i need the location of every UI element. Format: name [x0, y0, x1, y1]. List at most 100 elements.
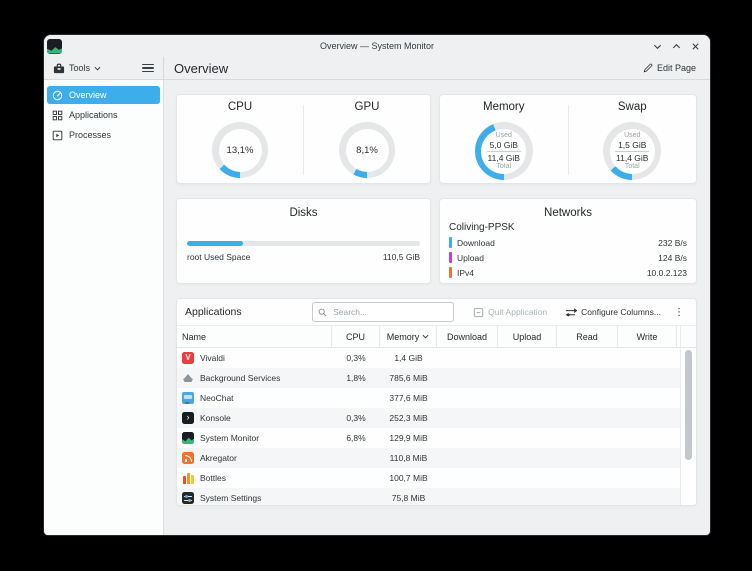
sidebar-item-processes[interactable]: Processes — [47, 126, 160, 144]
toolbox-icon — [53, 63, 65, 74]
memory-cell: 75,8 MiB — [391, 493, 426, 503]
column-header-memory[interactable]: Memory — [380, 326, 437, 347]
memory-cell: 252,3 MiB — [389, 413, 428, 423]
memory-total: 11,4 GiB — [487, 152, 520, 163]
divider — [303, 105, 304, 175]
fraction-divider — [486, 150, 521, 152]
swap-ring: Used 1,5 GiB 11,4 GiB Total — [603, 122, 662, 180]
read-cell — [557, 368, 618, 388]
tools-label: Tools — [69, 63, 91, 73]
grid-icon — [52, 110, 63, 120]
app-icon — [182, 372, 194, 384]
memory-used: 5,0 GiB — [489, 139, 518, 150]
sidebar-item-label: Processes — [69, 130, 112, 140]
table-row[interactable]: Background Services 1,8% 785,6 MiB — [177, 368, 680, 388]
column-header-upload[interactable]: Upload — [498, 326, 557, 347]
used-label: Used — [495, 131, 512, 139]
table-header: Name CPU Memory Download Upload Read Wri… — [177, 325, 680, 348]
configure-columns-label: Configure Columns... — [581, 307, 661, 317]
memory-cell: 129,9 MiB — [389, 433, 428, 443]
download-cell — [437, 488, 498, 505]
app-name: Bottles — [200, 473, 226, 483]
upload-cell — [498, 348, 557, 368]
upload-color-bar — [449, 252, 452, 263]
upload-cell — [498, 368, 557, 388]
table-row[interactable]: NeoChat 377,6 MiB — [177, 388, 680, 408]
column-header-write[interactable]: Write — [618, 326, 677, 347]
write-cell — [618, 368, 677, 388]
overflow-menu-button[interactable]: ⋮ — [674, 306, 684, 318]
cpu-cell: 6,8% — [346, 433, 366, 443]
cpu-cell: 0,3% — [346, 353, 366, 363]
app-icon — [182, 412, 194, 424]
sort-descending-icon — [422, 334, 429, 339]
app-name: NeoChat — [200, 393, 234, 403]
memory-ring: Used 5,0 GiB 11,4 GiB Total — [474, 122, 533, 180]
table-row[interactable]: Konsole 0,3% 252,3 MiB — [177, 408, 680, 428]
memory-cell: 100,7 MiB — [389, 473, 428, 483]
disks-title: Disks — [289, 207, 318, 219]
maximize-button[interactable] — [670, 40, 682, 52]
close-button[interactable] — [689, 40, 701, 52]
sidebar-item-label: Overview — [69, 90, 107, 100]
cpu-cell — [332, 448, 380, 468]
disk-usage-bar — [187, 241, 420, 246]
table-scrollbar-track[interactable] — [681, 348, 696, 505]
sidebar-item-applications[interactable]: Applications — [47, 106, 160, 124]
configure-columns-button[interactable]: Configure Columns... — [560, 305, 666, 320]
column-header-read[interactable]: Read — [557, 326, 618, 347]
download-cell — [437, 448, 498, 468]
sidebar-item-overview[interactable]: Overview — [47, 86, 160, 104]
cpu-cell: 0,3% — [346, 413, 366, 423]
minimize-button[interactable] — [651, 40, 663, 52]
overview-page: CPU 13,1% GPU 8,1% Memo — [164, 80, 710, 535]
search-input[interactable] — [331, 306, 449, 318]
download-color-bar — [449, 237, 452, 248]
download-cell — [437, 388, 498, 408]
memory-cell: 377,6 MiB — [389, 393, 428, 403]
titlebar[interactable]: Overview — System Monitor — [44, 35, 710, 57]
app-icon — [182, 392, 194, 404]
table-row[interactable]: System Monitor 6,8% 129,9 MiB — [177, 428, 680, 448]
upload-cell — [498, 488, 557, 505]
write-cell — [618, 468, 677, 488]
app-name: Background Services — [200, 373, 281, 383]
disk-value: 110,5 GiB — [382, 252, 420, 262]
table-scrollbar[interactable] — [685, 350, 692, 460]
divider — [567, 105, 569, 175]
read-cell — [557, 468, 618, 488]
upload-cell — [498, 408, 557, 428]
read-cell — [557, 348, 618, 368]
tools-menu-button[interactable]: Tools — [48, 61, 106, 76]
table-row[interactable]: Akregator 110,8 MiB — [177, 448, 680, 468]
search-field[interactable] — [312, 302, 455, 322]
column-header-cpu[interactable]: CPU — [332, 326, 380, 347]
cpu-cell: 1,8% — [346, 373, 366, 383]
edit-page-button[interactable]: Edit Page — [639, 61, 700, 75]
download-cell — [437, 368, 498, 388]
networks-title: Networks — [544, 207, 592, 219]
ipv4-label: IPv4 — [457, 267, 475, 278]
download-cell — [437, 468, 498, 488]
hamburger-menu-button[interactable] — [139, 61, 157, 76]
app-icon — [182, 472, 194, 484]
download-label: Download — [457, 237, 495, 248]
app-name: System Settings — [200, 493, 262, 503]
table-row[interactable]: System Settings 75,8 MiB — [177, 488, 680, 505]
networks-card: Networks Coliving-PPSK Download 232 B/s … — [439, 198, 697, 284]
window-title: Overview — System Monitor — [319, 41, 435, 51]
table-row[interactable]: Vivaldi 0,3% 1,4 GiB — [177, 348, 680, 368]
sidebar: Overview Applications Processes — [44, 80, 164, 535]
swap-title: Swap — [617, 101, 647, 113]
memory-title: Memory — [482, 101, 525, 113]
memory-swap-card: Memory Used 5,0 GiB 11,4 GiB Total — [439, 94, 697, 184]
quit-application-button[interactable]: Quit Application — [468, 305, 552, 320]
app-icon — [47, 38, 62, 54]
column-header-name[interactable]: Name — [177, 326, 332, 347]
applications-card: Applications Quit Application Configure … — [176, 298, 697, 506]
process-icon — [52, 130, 63, 140]
table-row[interactable]: Bottles 100,7 MiB — [177, 468, 680, 488]
upload-cell — [498, 388, 557, 408]
memory-cell: 1,4 GiB — [394, 353, 423, 363]
column-header-download[interactable]: Download — [437, 326, 498, 347]
